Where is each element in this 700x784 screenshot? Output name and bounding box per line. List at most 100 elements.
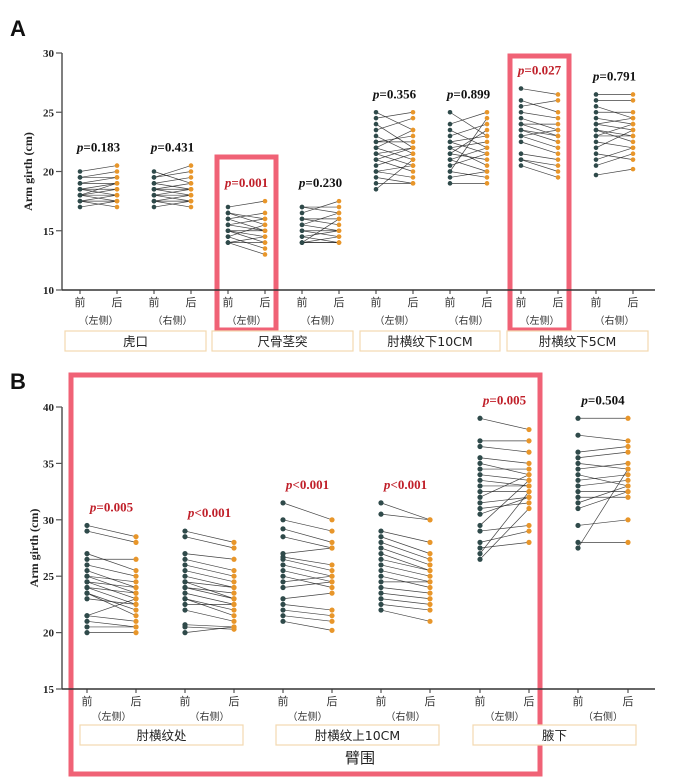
post-point [336,240,342,245]
x-tick-label-pre: 前 [516,295,527,309]
post-point [427,562,433,568]
pair-line [375,111,414,119]
post-point [555,127,561,133]
highlight-box [68,372,543,777]
p-value-label: p=0.230 [298,175,342,190]
p-value-text: =0.504 [588,392,625,407]
post-point [427,517,433,523]
pair-line [153,171,192,178]
pre-point [447,175,453,180]
pair-line [282,536,333,549]
post-point [555,151,561,157]
pre-point [593,139,599,145]
p-symbol: p [517,63,525,78]
pair-line [595,123,634,131]
x-tick-label-post: 后 [623,695,634,708]
post-point [630,109,636,115]
p-value-label: p<0.001 [285,477,329,492]
pair-line [86,587,137,594]
pair-line [153,165,192,178]
pre-point [593,121,599,127]
post-point [410,115,416,121]
post-point [625,477,631,483]
group-label-box [79,724,244,746]
pre-point [477,477,483,483]
pair-line [380,542,431,560]
pair-line [479,496,530,504]
post-point [484,139,490,145]
pre-point [182,624,188,630]
pair-line [595,123,634,137]
p-value-label: p=0.005 [89,499,134,514]
post-point [526,466,532,472]
post-point [329,562,335,568]
pre-point [84,618,90,624]
side-label: （右侧） [386,710,426,723]
pair-line [282,564,333,577]
x-tick-label-post: 后 [408,296,419,309]
post-point [630,166,636,172]
pre-point [593,157,599,162]
pair-line [227,218,266,226]
x-tick-label-pre: 前 [371,295,382,309]
pair-line [184,536,235,549]
post-point [625,449,631,455]
x-tick-label-post: 后 [229,695,240,708]
post-point [231,590,237,596]
pre-point [280,526,286,532]
pre-point [84,596,90,602]
pair-line [520,165,559,178]
pre-point [575,483,581,489]
panel-letter-a: A [10,16,26,41]
pre-point [84,613,90,619]
p-symbol: p [187,505,195,520]
group-label: 尺骨茎突 [257,334,307,349]
post-point [231,613,237,619]
pre-point [477,489,483,495]
pre-point [77,204,83,210]
pre-point [373,163,379,168]
pair-line [577,479,629,487]
pair-line [520,135,559,149]
pre-point [299,228,305,234]
pre-point [447,109,453,115]
pair-line [86,598,137,605]
pair-line [227,218,266,232]
pair-line [380,592,431,600]
pre-point [280,562,286,568]
pre-point [225,228,231,234]
post-point [133,596,139,602]
p-value-label: p=0.005 [482,392,527,407]
pair-line [577,451,629,459]
pair-line [86,598,137,617]
x-tick-label-pre: 前 [591,295,602,309]
pre-point [225,204,231,210]
post-point [526,494,532,500]
post-point [555,175,561,180]
pair-line [479,530,530,543]
post-point [188,186,194,192]
post-point [410,169,416,174]
post-point [625,483,631,489]
x-tick-label-post: 后 [425,695,436,708]
pair-line [184,558,235,571]
post-point [262,216,268,222]
pair-line [449,147,488,160]
pre-point [84,522,90,529]
side-label: （右侧） [583,710,623,723]
pair-line [86,581,137,588]
p-symbol: p [580,392,588,407]
pair-line [79,183,118,196]
post-point [427,551,433,557]
post-point [133,601,139,608]
post-point [410,127,416,133]
pair-line [375,111,414,131]
pair-line [577,474,629,487]
pre-point [182,607,188,613]
group-label-box [211,330,354,352]
x-tick-label-pre: 前 [223,295,234,309]
post-point [329,627,335,633]
side-label: （左侧） [375,314,415,327]
pre-point [77,169,83,174]
group-label-box [64,330,207,352]
